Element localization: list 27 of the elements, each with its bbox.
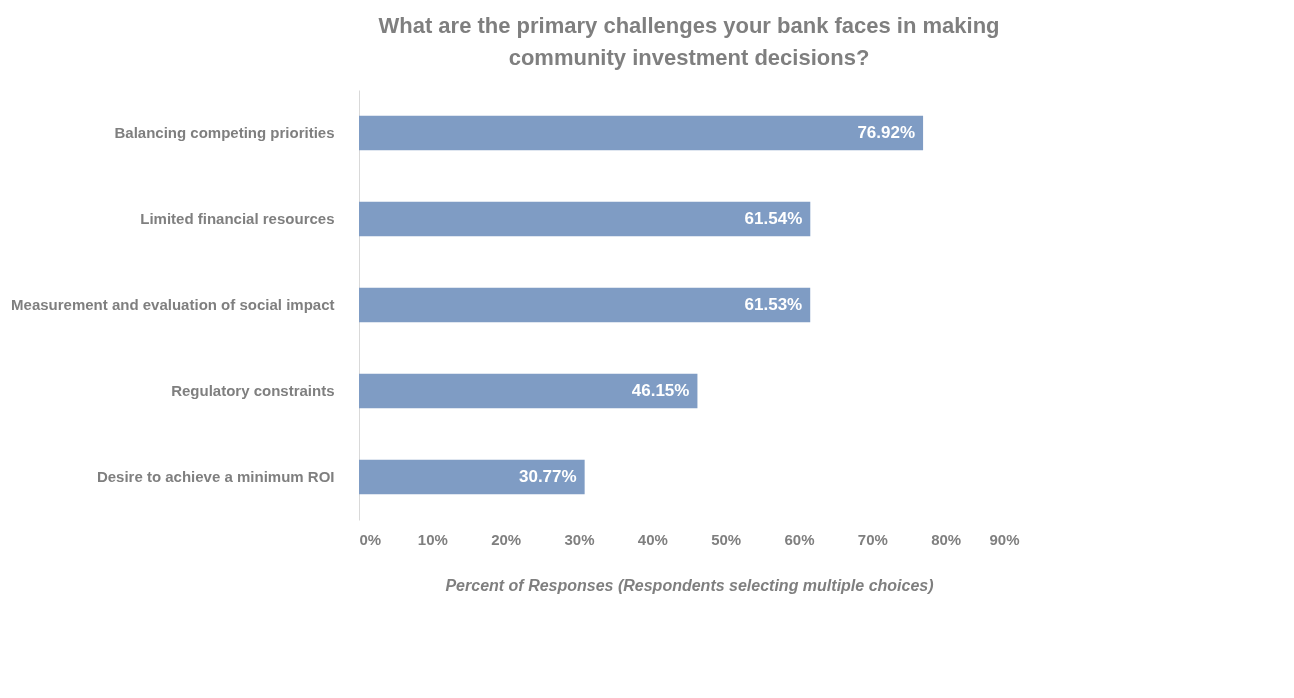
x-tick-label: 60%: [784, 530, 815, 548]
bar: [359, 373, 698, 409]
bar: [359, 459, 585, 495]
x-tick-label: 80%: [931, 530, 962, 548]
x-tick-label: 10%: [417, 530, 448, 548]
y-tick-label: Limited financial resources: [140, 210, 335, 227]
y-tick-label: Desire to achieve a minimum ROI: [96, 468, 335, 485]
data-label: 61.53%: [744, 295, 803, 314]
data-label: 30.77%: [518, 467, 577, 486]
y-tick-label: Measurement and evaluation of social impact: [11, 296, 335, 313]
x-tick-label: 0%: [359, 530, 382, 548]
y-tick-label: Balancing competing priorities: [114, 124, 335, 141]
data-label: 61.54%: [744, 209, 803, 228]
x-tick-label: 20%: [491, 530, 522, 548]
chart-title: What are the primary challenges your bank faces in making community investment decisions?: [378, 13, 1000, 70]
y-tick-label: Regulatory constraints: [171, 382, 335, 399]
x-axis-title: Percent of Responses (Respondents selecting multiple choices): [445, 576, 934, 594]
bar: [359, 201, 811, 237]
x-tick-label: 50%: [711, 530, 742, 548]
x-tick-label: 90%: [989, 530, 1020, 548]
data-label: 76.92%: [857, 123, 916, 142]
x-tick-label: 40%: [637, 530, 668, 548]
x-tick-label: 30%: [564, 530, 595, 548]
bar: [359, 287, 811, 323]
x-tick-label: 70%: [857, 530, 888, 548]
data-label: 46.15%: [631, 381, 690, 400]
bar: [359, 115, 924, 151]
